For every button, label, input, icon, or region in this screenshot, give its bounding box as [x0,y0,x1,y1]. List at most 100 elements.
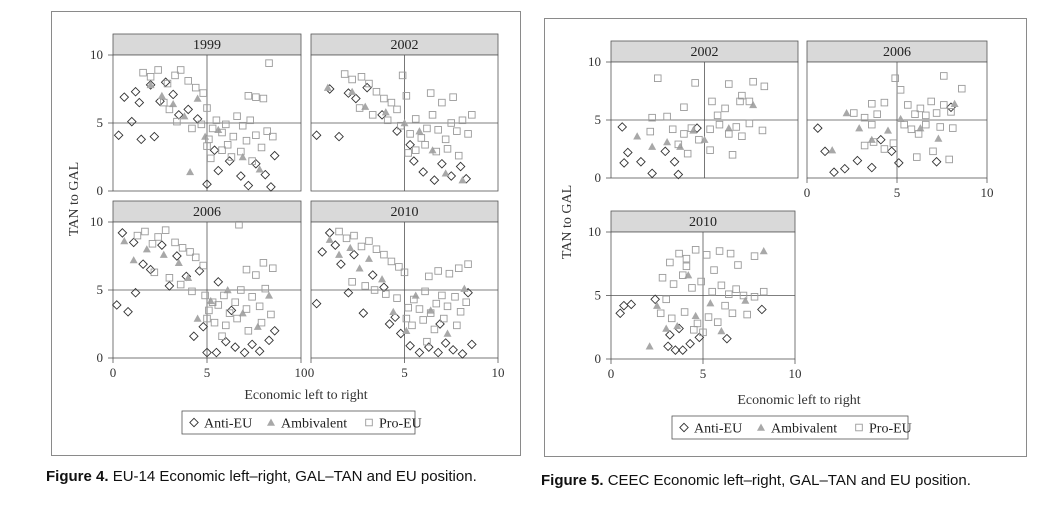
ambivalent-point [934,134,943,142]
pro-eu-point [423,124,431,133]
anti-eu-point [405,340,415,351]
x-tick-label: 10 [981,185,994,200]
x-tick-label: 0 [110,365,117,380]
ambivalent-point [855,124,864,132]
panel-2006: 2006 0 5 10 0 5 10 [90,200,308,380]
anti-eu-point [202,179,212,190]
ambivalent-point [186,167,195,176]
pro-eu-point [922,111,930,120]
pro-eu-point [758,126,767,135]
pro-eu-point [220,291,228,300]
anti-eu-point [239,347,250,358]
ambivalent-point [348,87,357,95]
anti-eu-point [349,249,359,260]
pro-eu-point [210,318,219,327]
pro-eu-point [233,314,241,323]
pro-eu-point [653,74,662,82]
legend-label: Pro-EU [869,422,912,437]
pro-eu-point [248,293,256,301]
pro-eu-point [133,231,142,240]
pro-eu-point [725,130,733,138]
anti-eu-point [886,146,897,157]
pro-eu-point [462,298,470,306]
pro-eu-point [749,77,757,86]
panel-title: 2010 [689,215,717,230]
pro-eu-point [348,75,356,84]
pro-eu-point [453,127,461,135]
pro-eu-point [441,135,450,144]
pro-eu-point [421,287,429,296]
pro-eu-point [900,120,908,129]
pro-eu-point [223,141,232,149]
pro-eu-point [222,120,230,129]
pro-eu-point [734,261,742,269]
pro-eu-point [393,294,401,302]
panel-2002: 2002 [310,33,499,192]
pro-eu-point [257,318,266,327]
pro-eu-point [184,77,192,85]
ambivalent-point [916,124,925,132]
ambivalent-point [645,342,654,350]
anti-eu-point [390,312,400,323]
pro-eu-point [438,291,446,300]
pro-eu-point [408,321,416,330]
pro-eu-point [411,146,420,154]
pro-eu-point [201,291,209,300]
pro-eu-point [691,246,700,254]
pro-eu-point [222,321,230,330]
pro-eu-point [361,282,369,290]
anti-eu-point [111,300,122,310]
figure-4-frame: 1999 0 5 10 2002 2006 0 5 10 0 5 10 2010 0 5 10 TAN to G… [51,11,521,456]
pro-eu-point [447,119,456,127]
ambivalent-point [828,146,837,154]
pro-eu-point [160,98,168,107]
pro-eu-point [397,121,405,130]
anti-eu-point [429,175,440,185]
pro-eu-point [197,120,206,129]
anti-eu-point [362,82,372,93]
pro-eu-point [745,119,754,128]
anti-eu-point [311,298,322,309]
panel-2010: 2010 0 5 10 [308,200,505,380]
ambivalent-point [662,324,671,332]
pro-eu-point [721,104,729,113]
y-tick-label: 10 [90,214,103,229]
pro-eu-point [265,59,273,67]
pro-eu-point [715,120,724,129]
ambivalent-point [355,264,364,272]
ambivalent-point [335,250,344,258]
pro-eu-point [208,298,217,306]
panel-2006: 2006 0 5 10 [804,40,994,200]
anti-eu-point [149,131,160,142]
pro-eu-point [702,251,711,259]
pro-eu-point [208,124,217,133]
pro-eu-point [231,298,239,306]
pro-eu-point [148,240,157,248]
ambivalent-point [364,254,373,262]
x-tick-label: 5 [894,185,901,200]
anti-eu-point [213,277,224,287]
anti-eu-point [145,80,156,90]
pro-eu-point [372,87,381,96]
panel-title: 2010 [391,205,419,220]
pro-eu-point [402,92,411,100]
pro-eu-point [428,111,437,119]
ambivalent-point [193,314,202,322]
legend-label: Ambivalent [771,422,837,437]
pro-eu-point [365,237,373,245]
anti-eu-point [317,247,328,257]
anti-eu-point [220,336,231,347]
panel-title: 2006 [193,205,221,220]
anti-eu-point [617,122,628,132]
ambivalent-point [253,322,262,330]
pro-eu-point [907,125,916,134]
x-tick-label: 10 [492,365,505,380]
pro-eu-point [945,155,953,164]
anti-eu-point [189,417,199,428]
ambivalent-point [174,258,183,266]
pro-eu-point [218,332,226,340]
x-tick-label: 10 [295,365,308,380]
pro-eu-point [404,149,412,157]
pro-eu-point [372,245,381,253]
